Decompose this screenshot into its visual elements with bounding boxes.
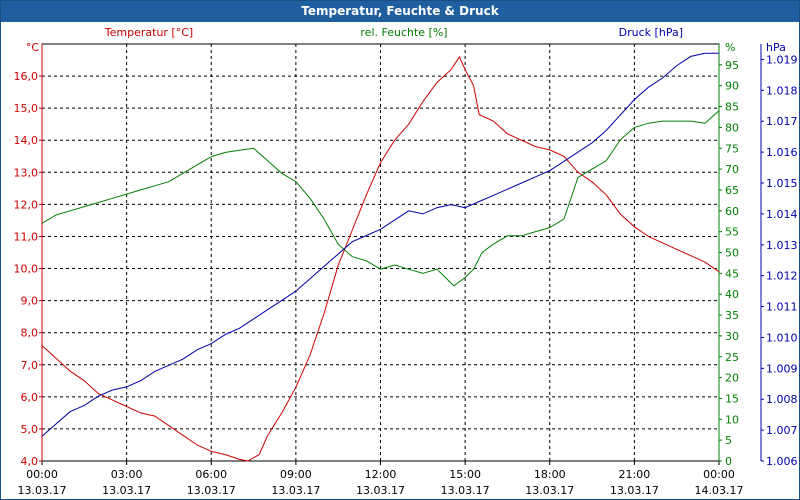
humidity-tick-label: 40 bbox=[725, 288, 739, 301]
pressure-tick-label: 1.015 bbox=[766, 177, 798, 190]
humidity-tick-label: 85 bbox=[725, 101, 739, 114]
humidity-tick-label: 25 bbox=[725, 351, 739, 364]
temperature-tick-label: 13,0 bbox=[14, 166, 39, 179]
humidity-tick-label: 70 bbox=[725, 163, 739, 176]
x-tick-time-label: 00:00 bbox=[26, 468, 58, 481]
series-lines bbox=[41, 52, 720, 462]
pressure-tick-label: 1.012 bbox=[766, 270, 798, 283]
x-tick-date-label: 13.03.17 bbox=[356, 484, 405, 497]
temperature-unit-label: °C bbox=[26, 41, 40, 54]
pressure-tick-label: 1.006 bbox=[766, 455, 798, 468]
temperature-tick-label: 14,0 bbox=[14, 134, 39, 147]
pressure-axis-title: Druck [hPa] bbox=[619, 26, 683, 39]
x-tick-time-label: 09:00 bbox=[280, 468, 312, 481]
pressure-tick-label: 1.011 bbox=[766, 301, 798, 314]
temperature-tick-label: 4,0 bbox=[21, 455, 39, 468]
humidity-tick-label: 65 bbox=[725, 184, 739, 197]
humidity-tick-label: 80 bbox=[725, 121, 739, 134]
humidity-tick-label: 95 bbox=[725, 59, 739, 72]
pressure-tick-label: 1.008 bbox=[766, 393, 798, 406]
x-tick-time-label: 12:00 bbox=[365, 468, 397, 481]
pressure-tick-label: 1.009 bbox=[766, 362, 798, 375]
humidity-tick-label: 50 bbox=[725, 247, 739, 260]
humidity-tick-label: 75 bbox=[725, 142, 739, 155]
humidity-tick-label: 20 bbox=[725, 372, 739, 385]
x-tick-date-label: 13.03.17 bbox=[18, 484, 67, 497]
temperature-tick-label: 10,0 bbox=[14, 263, 39, 276]
temperature-axis-title: Temperatur [°C] bbox=[104, 26, 193, 39]
humidity-tick-label: 90 bbox=[725, 80, 739, 93]
temperature-tick-label: 15,0 bbox=[14, 102, 39, 115]
humidity-tick-label: 10 bbox=[725, 413, 739, 426]
x-tick-date-label: 13.03.17 bbox=[610, 484, 659, 497]
temperature-tick-label: 11,0 bbox=[14, 230, 39, 243]
humidity-tick-label: 5 bbox=[725, 434, 732, 447]
x-tick-time-label: 06:00 bbox=[195, 468, 227, 481]
pressure-tick-label: 1.017 bbox=[766, 115, 798, 128]
temperature-series-line bbox=[41, 55, 720, 462]
pressure-tick-label: 1.014 bbox=[766, 208, 798, 221]
x-tick-time-label: 18:00 bbox=[534, 468, 566, 481]
pressure-tick-label: 1.019 bbox=[766, 53, 798, 66]
pressure-series-line bbox=[41, 52, 719, 437]
x-tick-time-label: 15:00 bbox=[449, 468, 481, 481]
pressure-unit-label: hPa bbox=[766, 41, 786, 54]
pressure-tick-label: 1.016 bbox=[766, 146, 798, 159]
x-tick-date-label: 13.03.17 bbox=[271, 484, 320, 497]
humidity-series-line bbox=[41, 110, 720, 287]
humidity-tick-label: 0 bbox=[725, 455, 732, 468]
humidity-tick-label: 35 bbox=[725, 309, 739, 322]
temperature-tick-label: 12,0 bbox=[14, 198, 39, 211]
x-tick-time-label: 21:00 bbox=[619, 468, 651, 481]
temperature-tick-label: 6,0 bbox=[21, 391, 39, 404]
pressure-tick-label: 1.007 bbox=[766, 424, 798, 437]
humidity-tick-label: 45 bbox=[725, 267, 739, 280]
x-tick-date-label: 13.03.17 bbox=[441, 484, 490, 497]
humidity-tick-label: 30 bbox=[725, 330, 739, 343]
temperature-tick-label: 16,0 bbox=[14, 70, 39, 83]
x-tick-date-label: 13.03.17 bbox=[525, 484, 574, 497]
x-tick-time-label: 00:00 bbox=[703, 468, 735, 481]
pressure-tick-label: 1.018 bbox=[766, 84, 798, 97]
humidity-axis-title: rel. Feuchte [%] bbox=[360, 26, 447, 39]
plot-area bbox=[41, 43, 720, 462]
x-tick-date-label: 14.03.17 bbox=[695, 484, 744, 497]
humidity-tick-label: 15 bbox=[725, 392, 739, 405]
humidity-tick-label: 55 bbox=[725, 226, 739, 239]
tick-labels: 00:00 13.03.17 03:00 13.03.17 06:00 13.03.17 0… bbox=[14, 53, 798, 497]
humidity-unit-label: % bbox=[725, 41, 735, 54]
pressure-tick-label: 1.010 bbox=[766, 331, 798, 344]
pressure-tick-label: 1.013 bbox=[766, 239, 798, 252]
x-tick-date-label: 13.03.17 bbox=[102, 484, 151, 497]
x-tick-date-label: 13.03.17 bbox=[187, 484, 236, 497]
x-tick-time-label: 03:00 bbox=[111, 468, 143, 481]
chart-title: Temperatur, Feuchte & Druck bbox=[1, 1, 799, 22]
humidity-tick-label: 60 bbox=[725, 205, 739, 218]
temperature-tick-label: 9,0 bbox=[21, 295, 39, 308]
temperature-tick-label: 7,0 bbox=[21, 359, 39, 372]
temperature-tick-label: 5,0 bbox=[21, 423, 39, 436]
multi-axis-line-chart: 00:00 13.03.17 03:00 13.03.17 06:00 13.03.17 0… bbox=[14, 26, 798, 497]
temperature-tick-label: 8,0 bbox=[21, 327, 39, 340]
